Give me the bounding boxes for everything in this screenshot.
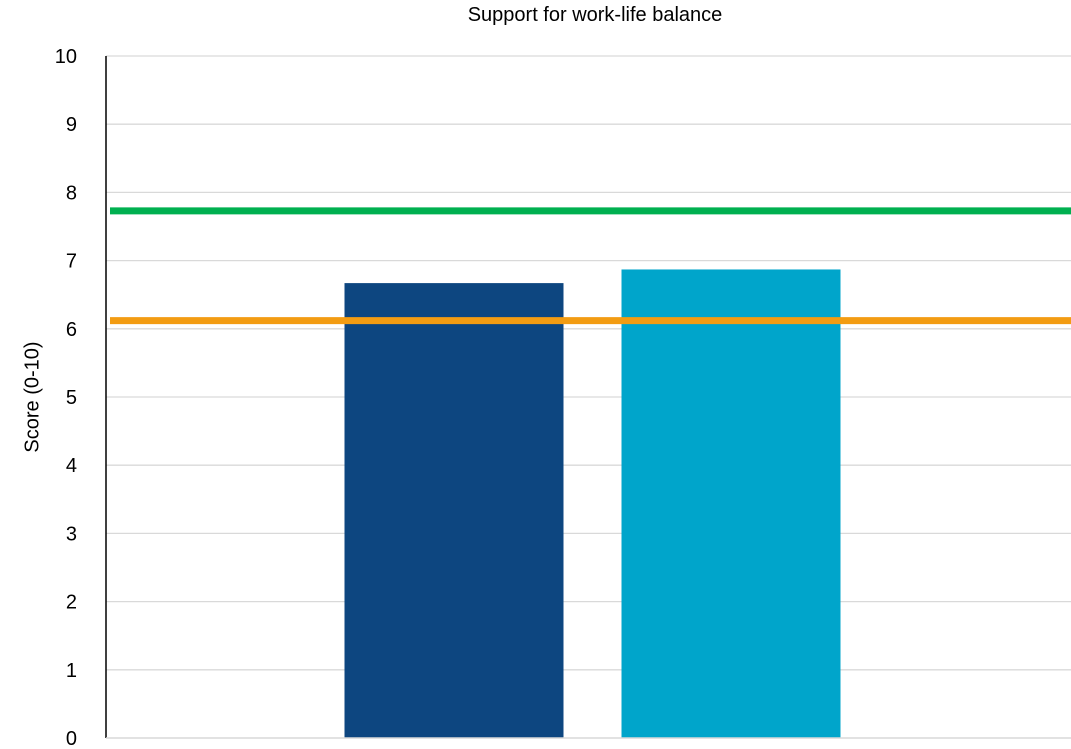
- y-tick-label: 1: [66, 660, 77, 682]
- y-tick-label: 6: [66, 319, 77, 341]
- y-tick-label: 9: [66, 114, 77, 136]
- y-tick-label: 8: [66, 182, 77, 204]
- y-tick-label: 0: [66, 728, 77, 749]
- bar: [622, 269, 841, 738]
- bar: [345, 283, 564, 738]
- y-tick-label: 10: [55, 46, 77, 68]
- y-tick-label: 2: [66, 592, 77, 614]
- y-tick-label: 4: [66, 455, 77, 477]
- y-tick-label: 3: [66, 523, 77, 545]
- y-tick-label: 5: [66, 387, 77, 409]
- y-tick-label: 7: [66, 251, 77, 273]
